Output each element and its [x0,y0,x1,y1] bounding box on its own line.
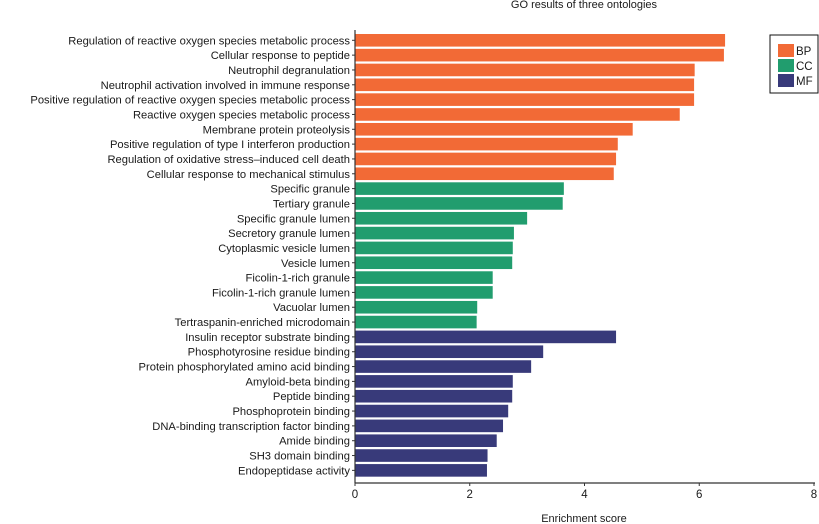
y-tick-label: Vacuolar lumen [273,302,350,314]
bar-mf [355,389,513,403]
y-tick-label: SH3 domain binding [249,451,350,463]
y-tick-label: Amyloid-beta binding [246,376,350,388]
y-tick-label: Peptide binding [273,391,350,403]
bar-cc [355,211,528,225]
bar-cc [355,286,493,299]
y-tick-label: Cellular response to mechanical stimulus [147,169,351,181]
legend: BP CC MF [769,34,819,94]
bar-bp [355,167,614,181]
x-axis-label: Enrichment score [541,513,627,524]
bar-mf [355,449,488,462]
bar-mf [355,375,513,388]
x-tick-label: 2 [467,489,473,501]
bar-cc [355,182,564,195]
bar-bp [355,48,724,62]
y-tick-label: Vesicle lumen [281,258,350,270]
legend-swatch-mf [778,74,794,87]
y-tick-label: Positive regulation of type I interferon… [110,139,350,151]
bar-cc [355,300,478,314]
y-tick-label: Tertraspanin-enriched microdomain [175,317,350,329]
legend-swatch-bp [778,44,794,57]
bar-mf [355,419,504,433]
bars-group [355,34,726,477]
bar-cc [355,271,493,284]
bar-bp [355,137,618,151]
y-tick-label: Specific granule [270,184,350,196]
x-tick-label: 8 [811,489,817,501]
y-tick-label: Protein phosphorylated amino acid bindin… [139,362,350,374]
bar-bp [355,34,726,47]
bar-cc [355,226,514,240]
x-axis-ticks: 0 2 4 6 8 [352,483,817,501]
y-axis-labels: Regulation of reactive oxygen species me… [30,35,355,477]
bar-bp [355,63,695,77]
bar-cc [355,256,513,270]
y-tick-label: Amide binding [279,436,350,448]
bar-bp [355,93,695,106]
bar-mf [355,464,487,477]
x-tick-label: 4 [581,489,588,501]
legend-label-bp: BP [796,46,812,58]
bar-cc [355,315,477,329]
bar-mf [355,330,617,344]
y-tick-label: Positive regulation of reactive oxygen s… [30,95,350,107]
legend-label-cc: CC [796,61,813,73]
bar-cc [355,197,563,210]
y-tick-label: Cellular response to peptide [211,50,350,62]
y-tick-label: Ficolin-1-rich granule lumen [212,287,350,299]
bar-bp [355,78,695,92]
y-tick-label: Regulation of oxidative stress–induced c… [107,154,350,166]
y-tick-label: Endopeptidase activity [238,465,350,477]
y-tick-label: Ficolin-1-rich granule [246,273,350,285]
y-tick-label: Cytoplasmic vesicle lumen [218,243,350,255]
y-tick-label: Phosphoprotein binding [232,406,350,418]
y-tick-label: Reactive oxygen species metabolic proces… [133,109,350,121]
y-tick-label: Tertiary granule [273,198,350,210]
y-tick-label: Secretory granule lumen [228,228,350,240]
y-tick-label: DNA-binding transcription factor binding [152,421,350,433]
bar-mf [355,434,497,448]
y-tick-label: Insulin receptor substrate binding [185,332,350,344]
bar-mf [355,360,532,373]
y-tick-label: Phosphotyrosine residue binding [188,347,350,359]
chart-title: GO results of three ontologies [511,0,658,11]
x-tick-label: 0 [352,489,358,501]
bar-mf [355,345,544,359]
y-tick-label: Membrane protein proteolysis [203,124,351,136]
bar-bp [355,152,617,166]
legend-swatch-cc [778,59,794,72]
bar-mf [355,404,509,418]
bar-bp [355,122,633,136]
bar-bp [355,108,680,121]
y-tick-label: Specific granule lumen [237,213,350,225]
y-tick-label: Neutrophil activation involved in immune… [101,80,350,92]
x-tick-label: 6 [696,489,702,501]
y-tick-label: Regulation of reactive oxygen species me… [68,35,350,47]
y-tick-label: Neutrophil degranulation [228,65,350,77]
bar-cc [355,241,513,255]
legend-label-mf: MF [796,76,813,88]
